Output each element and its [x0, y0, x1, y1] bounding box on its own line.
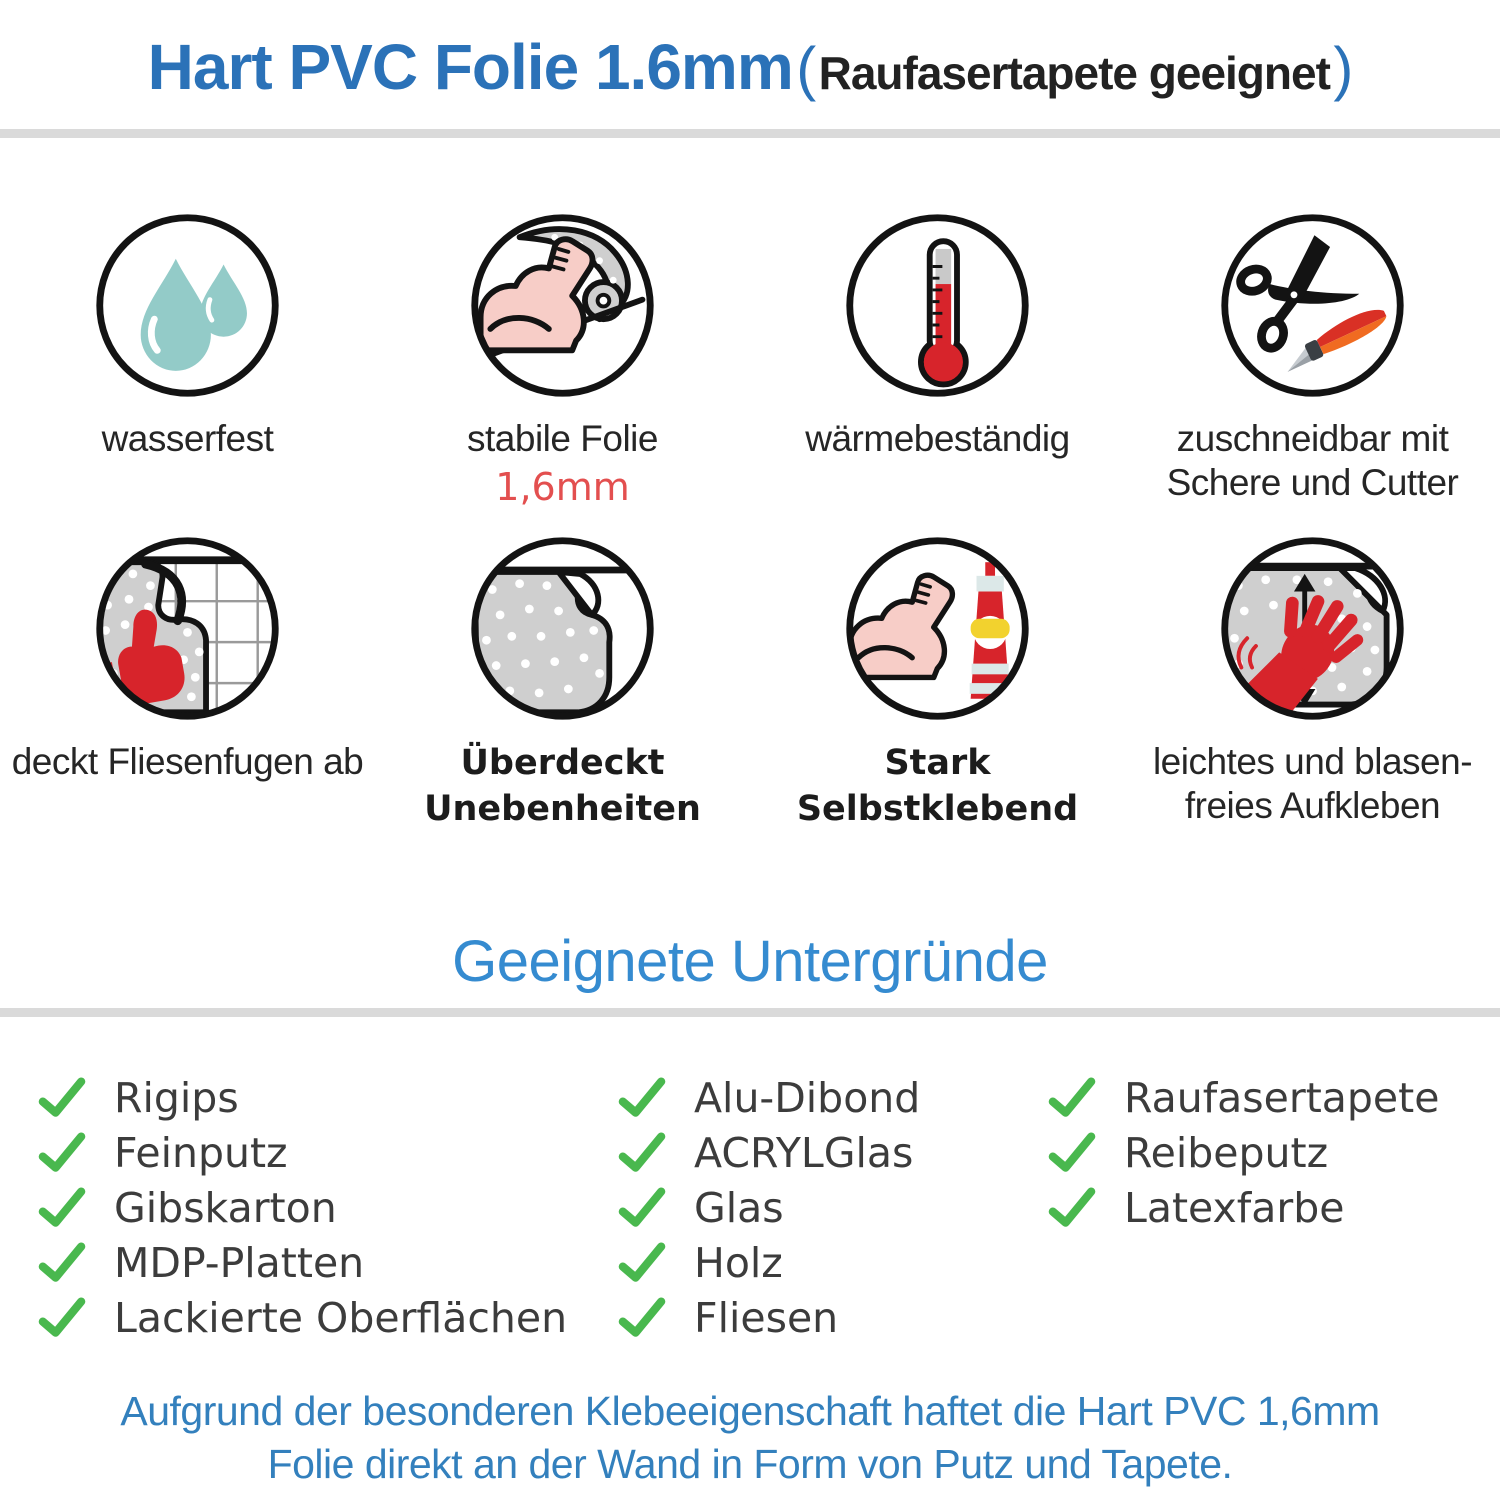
feature-row-2: deckt Fliesenfugen ab — [0, 531, 1500, 832]
title-paren-text: Raufasertapete geeignet — [818, 47, 1331, 99]
list-item: Raufasertapete — [1048, 1070, 1439, 1125]
title-paren-open: ( — [796, 35, 816, 102]
surfaces-column-3: Raufasertapete Reibeputz Latexfarbe — [1048, 1070, 1439, 1235]
feature-label: wasserfest — [101, 418, 274, 459]
thermometer-icon — [846, 214, 1029, 397]
feature-selbstklebend: Stark Selbstklebend — [750, 531, 1125, 832]
surface-label: MDP-Platten — [114, 1238, 365, 1287]
list-item: Alu-Dibond — [618, 1070, 920, 1125]
check-icon — [618, 1186, 666, 1227]
check-icon — [38, 1131, 86, 1172]
section-heading-untergruende: Geeignete Untergründe — [452, 929, 1048, 994]
surface-label: Raufasertapete — [1124, 1073, 1440, 1122]
feature-label: leichtes und blasen- — [1152, 741, 1473, 782]
list-item: Glas — [618, 1180, 920, 1235]
list-item: Fliesen — [618, 1290, 920, 1345]
title-paren-close: ) — [1333, 35, 1353, 102]
check-icon — [38, 1076, 86, 1117]
feature-wasserfest: wasserfest — [0, 208, 375, 509]
list-item: Lackierte Oberflächen — [38, 1290, 567, 1345]
feature-waermebestaendig: wärmebeständig — [750, 208, 1125, 509]
check-icon — [1048, 1076, 1096, 1117]
tile-thumb-icon — [96, 537, 279, 720]
muscle-foil-icon — [471, 214, 654, 397]
feature-stabile-folie: stabile Folie 1,6mm — [375, 208, 750, 509]
footer-line-1: Aufgrund der besonderen Klebeeigenschaft… — [120, 1388, 1380, 1434]
list-item: Holz — [618, 1235, 920, 1290]
feature-fliesenfugen: deckt Fliesenfugen ab — [0, 531, 375, 832]
list-item: Rigips — [38, 1070, 567, 1125]
list-item: Gibskarton — [38, 1180, 567, 1235]
surfaces-column-2: Alu-Dibond ACRYLGlas Glas Holz Fliesen — [618, 1070, 920, 1345]
surfaces-column-1: Rigips Feinputz Gibskarton MDP-Platten L… — [38, 1070, 567, 1345]
scissors-cutter-icon — [1221, 214, 1404, 397]
check-icon — [38, 1241, 86, 1282]
list-item: Reibeputz — [1048, 1125, 1439, 1180]
surface-label: Fliesen — [694, 1293, 839, 1342]
feature-row-1: wasserfest — [0, 208, 1500, 509]
feature-label: Überdeckt — [460, 743, 665, 783]
feature-label: zuschneidbar mit — [1176, 418, 1449, 459]
list-item: Feinputz — [38, 1125, 567, 1180]
feature-thickness-value: 1,6mm — [495, 465, 630, 509]
foil-cover-icon — [471, 537, 654, 720]
check-icon — [38, 1186, 86, 1227]
title-main: Hart PVC Folie 1.6mm — [147, 31, 794, 103]
surface-label: Alu-Dibond — [694, 1073, 921, 1122]
footer-note: Aufgrund der besonderen Klebeeigenschaft… — [0, 1385, 1500, 1491]
feature-label-line2: Selbstklebend — [796, 789, 1079, 829]
page-title: Hart PVC Folie 1.6mm ( Raufasertapete ge… — [0, 30, 1500, 104]
muscle-glue-icon — [846, 537, 1029, 720]
surface-label: ACRYLGlas — [694, 1128, 914, 1177]
hand-smooth-icon — [1221, 537, 1404, 720]
check-icon — [1048, 1131, 1096, 1172]
check-icon — [618, 1241, 666, 1282]
feature-label: Stark — [884, 743, 991, 783]
feature-zuschneidbar: zuschneidbar mit Schere und Cutter — [1125, 208, 1500, 509]
water-drops-icon — [96, 214, 279, 397]
surface-label: Lackierte Oberflächen — [114, 1293, 568, 1342]
feature-label-line2: Unebenheiten — [424, 789, 701, 829]
check-icon — [38, 1296, 86, 1337]
surface-label: Gibskarton — [114, 1183, 337, 1232]
list-item: ACRYLGlas — [618, 1125, 920, 1180]
check-icon — [618, 1131, 666, 1172]
surface-label: Rigips — [114, 1073, 239, 1122]
feature-unebenheiten: Überdeckt Unebenheiten — [375, 531, 750, 832]
surface-label: Holz — [694, 1238, 783, 1287]
feature-label-line2: freies Aufkleben — [1184, 785, 1441, 826]
list-item: Latexfarbe — [1048, 1180, 1439, 1235]
feature-label: wärmebeständig — [805, 418, 1070, 459]
feature-label: deckt Fliesenfugen ab — [11, 741, 364, 782]
divider-middle — [0, 1008, 1500, 1017]
surface-label: Feinputz — [114, 1128, 288, 1177]
surface-label: Reibeputz — [1124, 1128, 1329, 1177]
divider-top — [0, 129, 1500, 138]
feature-aufkleben: leichtes und blasen- freies Aufkleben — [1125, 531, 1500, 832]
feature-label-line2: Schere und Cutter — [1166, 462, 1459, 503]
check-icon — [1048, 1186, 1096, 1227]
feature-label: stabile Folie — [467, 418, 658, 459]
surface-label: Glas — [694, 1183, 784, 1232]
surface-label: Latexfarbe — [1124, 1183, 1345, 1232]
list-item: MDP-Platten — [38, 1235, 567, 1290]
footer-line-2: Folie direkt an der Wand in Form von Put… — [267, 1441, 1233, 1487]
check-icon — [618, 1296, 666, 1337]
check-icon — [618, 1076, 666, 1117]
